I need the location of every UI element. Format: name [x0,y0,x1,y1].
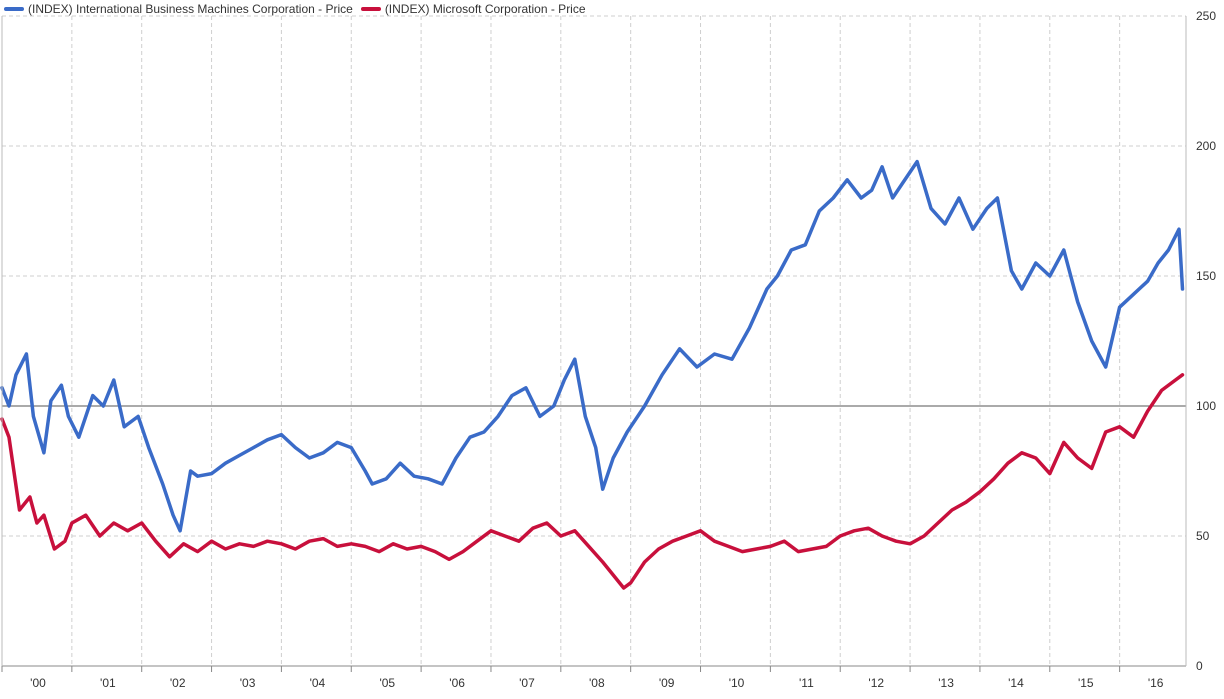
y-tick-label: 200 [1196,139,1216,153]
series-layer [0,159,1185,590]
x-tick-label: '09 [659,676,675,690]
grid-layer [1,15,1186,666]
chart-legend: (INDEX) International Business Machines … [4,2,594,16]
legend-item-ibm[interactable]: (INDEX) International Business Machines … [4,2,353,16]
legend-label-msft: (INDEX) Microsoft Corporation - Price [384,2,586,16]
legend-swatch-ibm [4,7,24,11]
legend-label-ibm: (INDEX) International Business Machines … [28,2,353,16]
series-line-ibm [0,159,1185,533]
x-tick-label: '08 [589,676,605,690]
x-tick-label: '10 [729,676,745,690]
legend-swatch-msft [360,7,381,11]
x-tick-label: '16 [1148,676,1164,690]
y-tick-label: 100 [1196,399,1216,413]
y-tick-label: 0 [1196,659,1203,673]
axis-layer: 0 50 100 150 200 250 '00 '01 '02 '03 '04 '05 '06 '07 '… [1,9,1216,690]
x-tick-label: '11 [799,676,814,690]
x-tick-label: '01 [100,676,116,690]
x-tick-label: '05 [379,676,395,690]
x-tick-label: '12 [868,676,884,690]
y-tick-label: 250 [1196,9,1216,23]
y-tick-label: 50 [1196,529,1210,543]
y-tick-label: 150 [1196,269,1216,283]
x-tick-label: '15 [1078,676,1094,690]
x-tick-label: '13 [938,676,954,690]
x-tick-label: '04 [310,676,326,690]
series-line-msft [0,373,1185,590]
x-tick-label: '07 [519,676,535,690]
x-tick-label: '06 [449,676,465,690]
legend-item-msft[interactable]: (INDEX) Microsoft Corporation - Price [360,2,586,16]
x-tick-label: '14 [1008,676,1024,690]
x-tick-label: '02 [170,676,186,690]
x-tick-label: '03 [240,676,256,690]
x-tick-label: '00 [30,676,46,690]
